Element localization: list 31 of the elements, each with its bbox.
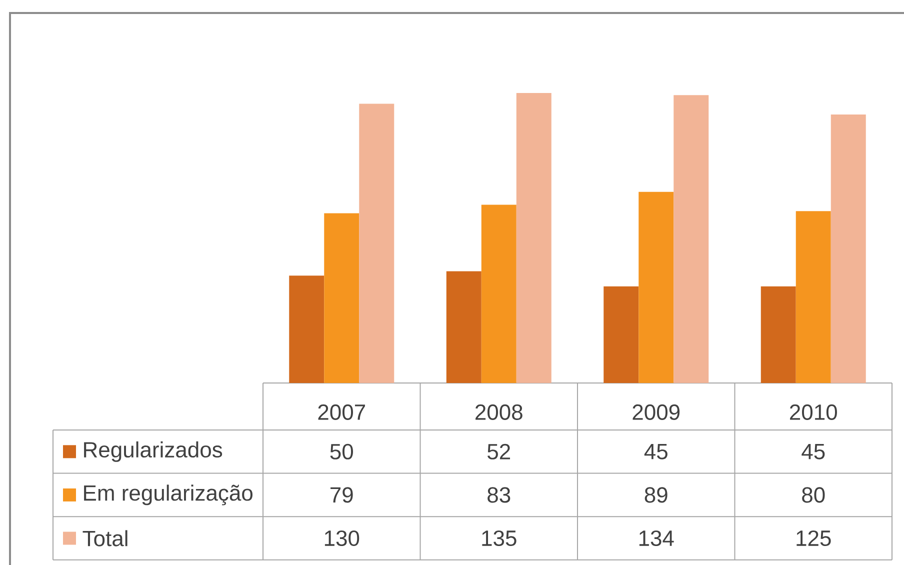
legend-label: Total [82, 530, 128, 546]
bar [638, 192, 674, 383]
bar [760, 286, 796, 383]
bar [516, 93, 552, 383]
x-tick-label: 2008 [476, 404, 522, 420]
data-label: 125 [796, 530, 831, 546]
bar [359, 104, 394, 383]
bar [289, 276, 324, 383]
x-tick-label: 2010 [790, 404, 837, 420]
data-label: 89 [644, 487, 668, 503]
bar [674, 95, 709, 383]
data-label: 134 [639, 530, 674, 546]
bar [324, 213, 360, 383]
x-tick-label: 2009 [632, 404, 680, 420]
data-label: 80 [802, 487, 825, 503]
legend-label: Regularizados [84, 441, 222, 462]
bar [796, 211, 831, 383]
legend-label: Em regularização [84, 484, 252, 506]
bar [830, 114, 866, 383]
data-label: 130 [324, 530, 360, 546]
data-label: 83 [488, 487, 510, 503]
data-label: 45 [802, 444, 825, 460]
bar [446, 271, 482, 383]
data-label: 135 [482, 530, 516, 546]
data-label: 45 [644, 444, 668, 460]
bar [481, 204, 516, 383]
data-label: 79 [330, 487, 353, 503]
data-label: 52 [488, 444, 510, 460]
data-label: 50 [330, 444, 353, 460]
x-tick-label: 2007 [318, 404, 365, 420]
bar [604, 286, 639, 383]
